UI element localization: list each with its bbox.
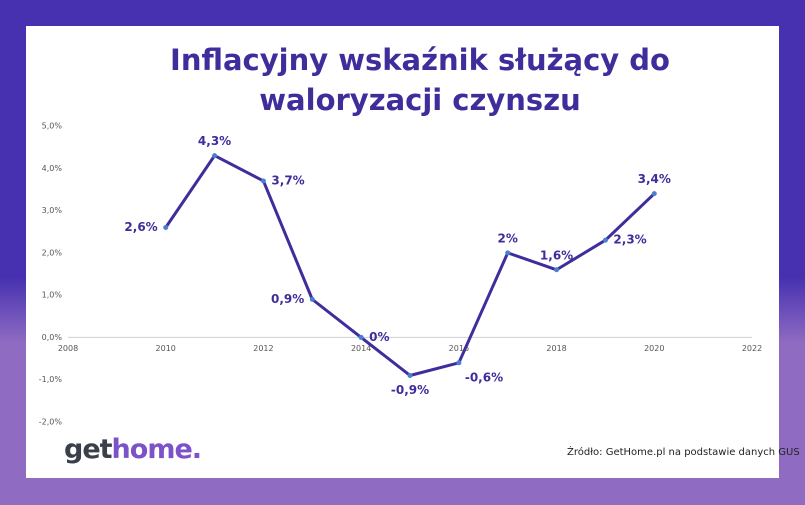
point [358, 334, 364, 340]
y-tick-label: -1,0% [39, 375, 63, 384]
x-tick-label: 2018 [546, 344, 566, 353]
x-tick-label: 2020 [644, 344, 664, 353]
x-tick-label: 2014 [351, 344, 371, 353]
x-tick-label: 2022 [742, 344, 762, 353]
point [260, 178, 266, 184]
y-tick-label: 4,0% [42, 164, 63, 173]
data-label: 4,3% [198, 134, 231, 148]
line [164, 154, 656, 377]
data-label: 2,6% [124, 220, 157, 234]
y-tick-label: 3,0% [42, 206, 63, 215]
source-note: Źródło: GetHome.pl na podstawie danych G… [567, 447, 800, 458]
point [163, 224, 169, 230]
x-tick-label: 2016 [449, 344, 469, 353]
y-tick-label: 5,0% [42, 122, 63, 131]
logo-part: get [64, 434, 113, 465]
logo-part: home. [111, 434, 202, 465]
card [26, 26, 779, 478]
data-label: 2,3% [613, 233, 646, 247]
x-tick-label: 2008 [58, 344, 78, 353]
data-label: 0% [369, 330, 389, 344]
y-tick-label: 2,0% [42, 248, 63, 257]
point [651, 191, 657, 197]
chart-title: Inflacyjny wskaźnik służący do waloryzac… [170, 43, 670, 117]
y-tick-label: -2,0% [39, 418, 63, 427]
data-label: 3,7% [271, 173, 304, 187]
data-label: 1,6% [540, 248, 573, 262]
point [456, 360, 462, 366]
data-label: -0,6% [465, 370, 503, 384]
point [212, 153, 218, 159]
point [309, 296, 315, 302]
x-tick-label: 2010 [156, 344, 176, 353]
x-tick-label: 2012 [253, 344, 273, 353]
point [602, 237, 608, 243]
data-label: 3,4% [638, 172, 671, 186]
data-label: 2% [498, 231, 518, 245]
y-tick-label: 1,0% [42, 291, 63, 300]
point [505, 250, 511, 256]
point [554, 267, 560, 273]
data-label: 0,9% [271, 292, 304, 306]
logo: gethome. [64, 434, 202, 465]
point [407, 372, 413, 378]
data-label: -0,9% [391, 383, 429, 397]
y-tick-label: 0,0% [42, 333, 63, 342]
